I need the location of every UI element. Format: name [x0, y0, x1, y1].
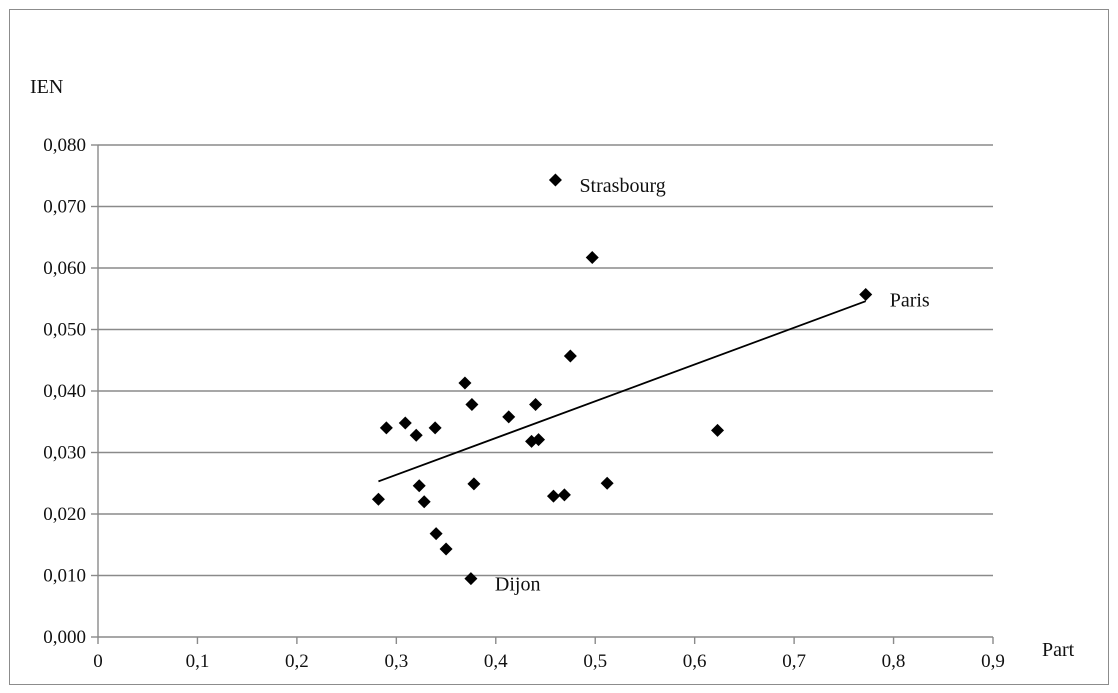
- point-label: Dijon: [495, 574, 541, 596]
- x-tick-label: 0,2: [285, 651, 309, 672]
- data-point: [409, 428, 423, 442]
- x-tick-label: 0: [93, 651, 103, 672]
- data-point: [546, 489, 560, 503]
- data-point: [600, 476, 614, 490]
- data-point: [711, 423, 725, 437]
- y-tick-label: 0,030: [43, 443, 86, 464]
- data-point: [398, 416, 412, 430]
- x-tick-label: 0,9: [981, 651, 1005, 672]
- data-point: [439, 542, 453, 556]
- data-point: [465, 398, 479, 412]
- data-point: [412, 479, 426, 493]
- data-point: [417, 495, 431, 509]
- data-point: [585, 251, 599, 265]
- y-tick-label: 0,010: [43, 566, 86, 587]
- data-point: [458, 376, 472, 390]
- point-labels: Strasbourg Paris Dijon: [495, 175, 930, 596]
- data-point: [557, 488, 571, 502]
- x-tick-label: 0,6: [683, 651, 707, 672]
- y-tick-label: 0,060: [43, 258, 86, 279]
- trendline: [378, 300, 867, 483]
- x-tick-label: 0,7: [782, 651, 806, 672]
- data-point: [464, 572, 478, 586]
- y-tick-label: 0,040: [43, 381, 86, 402]
- y-tick-label: 0,050: [43, 320, 86, 341]
- data-point: [467, 477, 481, 491]
- y-tick-label: 0,020: [43, 504, 86, 525]
- x-tick-label: 0,3: [384, 651, 408, 672]
- data-point: [548, 173, 562, 187]
- x-tick-label: 0,5: [583, 651, 607, 672]
- point-label: Paris: [890, 289, 930, 311]
- gridlines: [98, 144, 993, 577]
- y-axis-title: IEN: [30, 76, 63, 98]
- data-point: [371, 492, 385, 506]
- data-point: [859, 287, 873, 301]
- y-tick-label: 0,070: [43, 197, 86, 218]
- data-point: [429, 527, 443, 541]
- chart-frame: 0 0,1 0,2 0,3 0,4 0,5 0,6 0,7 0,8 0,9 0,000 0,010 0…: [9, 9, 1109, 685]
- axes: [91, 144, 994, 644]
- data-point: [563, 349, 577, 363]
- point-label: Strasbourg: [579, 175, 665, 197]
- x-axis-title: Part: [1042, 639, 1075, 661]
- data-points: [371, 173, 873, 586]
- data-point: [532, 433, 546, 447]
- y-tick-labels: 0,000 0,010 0,020 0,030 0,040 0,050 0,060 0,070…: [43, 135, 86, 648]
- y-tick-label: 0,000: [43, 627, 86, 648]
- trendline-group: [378, 300, 867, 483]
- data-point: [529, 398, 543, 412]
- x-tick-labels: 0 0,1 0,2 0,3 0,4 0,5 0,6 0,7 0,8 0,9: [93, 651, 1005, 672]
- data-point: [502, 410, 516, 424]
- x-tick-label: 0,8: [882, 651, 906, 672]
- x-tick-label: 0,4: [484, 651, 508, 672]
- data-point: [379, 421, 393, 435]
- data-point: [428, 421, 442, 435]
- x-tick-label: 0,1: [186, 651, 210, 672]
- y-tick-label: 0,080: [43, 135, 86, 156]
- scatter-plot: 0 0,1 0,2 0,3 0,4 0,5 0,6 0,7 0,8 0,9 0,0000,0100…: [30, 76, 1075, 672]
